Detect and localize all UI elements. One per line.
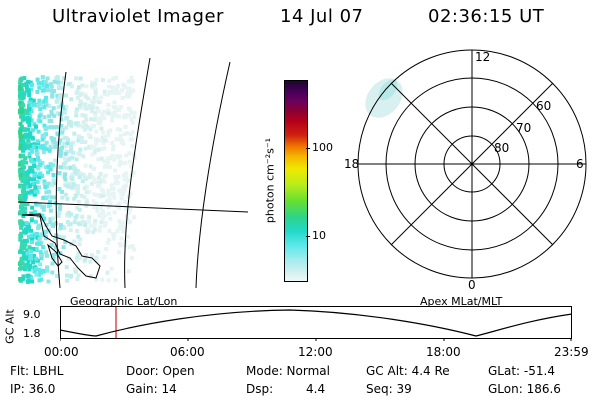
gain-status: Gain: 14: [126, 382, 177, 396]
timeline-x-tick: 06:00: [170, 345, 205, 359]
colorbar-tick-label: 10: [312, 229, 326, 242]
mlt-label-6: 6: [576, 157, 584, 171]
timeline-y-tick: 1.8: [23, 327, 41, 340]
filter-status: Flt: LBHL: [10, 364, 64, 378]
intensity-colorbar: [284, 80, 308, 282]
longitude-line: [195, 61, 231, 289]
lat-label-60: 60: [536, 99, 551, 113]
mlt-label-12: 12: [475, 50, 490, 64]
gc-altitude-status: GC Alt: 4.4 Re: [366, 364, 450, 378]
time-label: 02:36:15 UT: [428, 6, 545, 27]
door-status: Door: Open: [126, 364, 195, 378]
sequence-status: Seq: 39: [366, 382, 412, 396]
dsp-value: 4.4: [306, 382, 326, 396]
colorbar-unit-label: photon cm⁻²s⁻¹: [263, 137, 277, 224]
uv-emission-region: [18, 75, 137, 284]
longitude-line: [55, 71, 67, 289]
polar-plot: 12 18 6 0 60 70 80: [344, 49, 587, 292]
apex-caption: Apex MLat/MLT: [420, 295, 503, 308]
latitude-line: [17, 201, 249, 213]
polar-diagonal: [390, 82, 554, 246]
geographic-caption: Geographic Lat/Lon: [70, 295, 178, 308]
dsp-label: Dsp:: [246, 382, 274, 396]
instrument-title: Ultraviolet Imager: [52, 6, 224, 27]
timeline-x-tick: 00:00: [44, 345, 79, 359]
mlt-label-18: 18: [344, 157, 359, 171]
timeline-axis-label: GC Alt: [3, 309, 17, 344]
mode-status: Mode: Normal: [246, 364, 330, 378]
coastline-island: [47, 243, 63, 267]
geographic-map: [17, 57, 249, 289]
mlt-label-0: 0: [468, 278, 476, 292]
longitude-line: [124, 57, 151, 289]
colorbar-tick: [306, 148, 310, 149]
ip-status: IP: 36.0: [10, 382, 56, 396]
altitude-timeline: [60, 306, 573, 341]
timeline-y-tick: 9.0: [23, 308, 41, 321]
uv-emission-patch: [365, 78, 403, 118]
timeline-x-tick: 18:00: [426, 345, 461, 359]
timeline-x-tick: 23:59: [554, 345, 589, 359]
altitude-curve: [60, 309, 573, 337]
lat-label-70: 70: [516, 121, 531, 135]
colorbar-tick-label: 100: [312, 141, 333, 154]
geographic-longitude: GLon: 186.6: [488, 382, 561, 396]
coastline-outline: [21, 213, 101, 279]
lat-label-80: 80: [494, 141, 509, 155]
timeline-x-tick: 12:00: [298, 345, 333, 359]
colorbar-tick: [306, 236, 310, 237]
date-label: 14 Jul 07: [280, 6, 364, 27]
geographic-latitude: GLat: -51.4: [488, 364, 555, 378]
